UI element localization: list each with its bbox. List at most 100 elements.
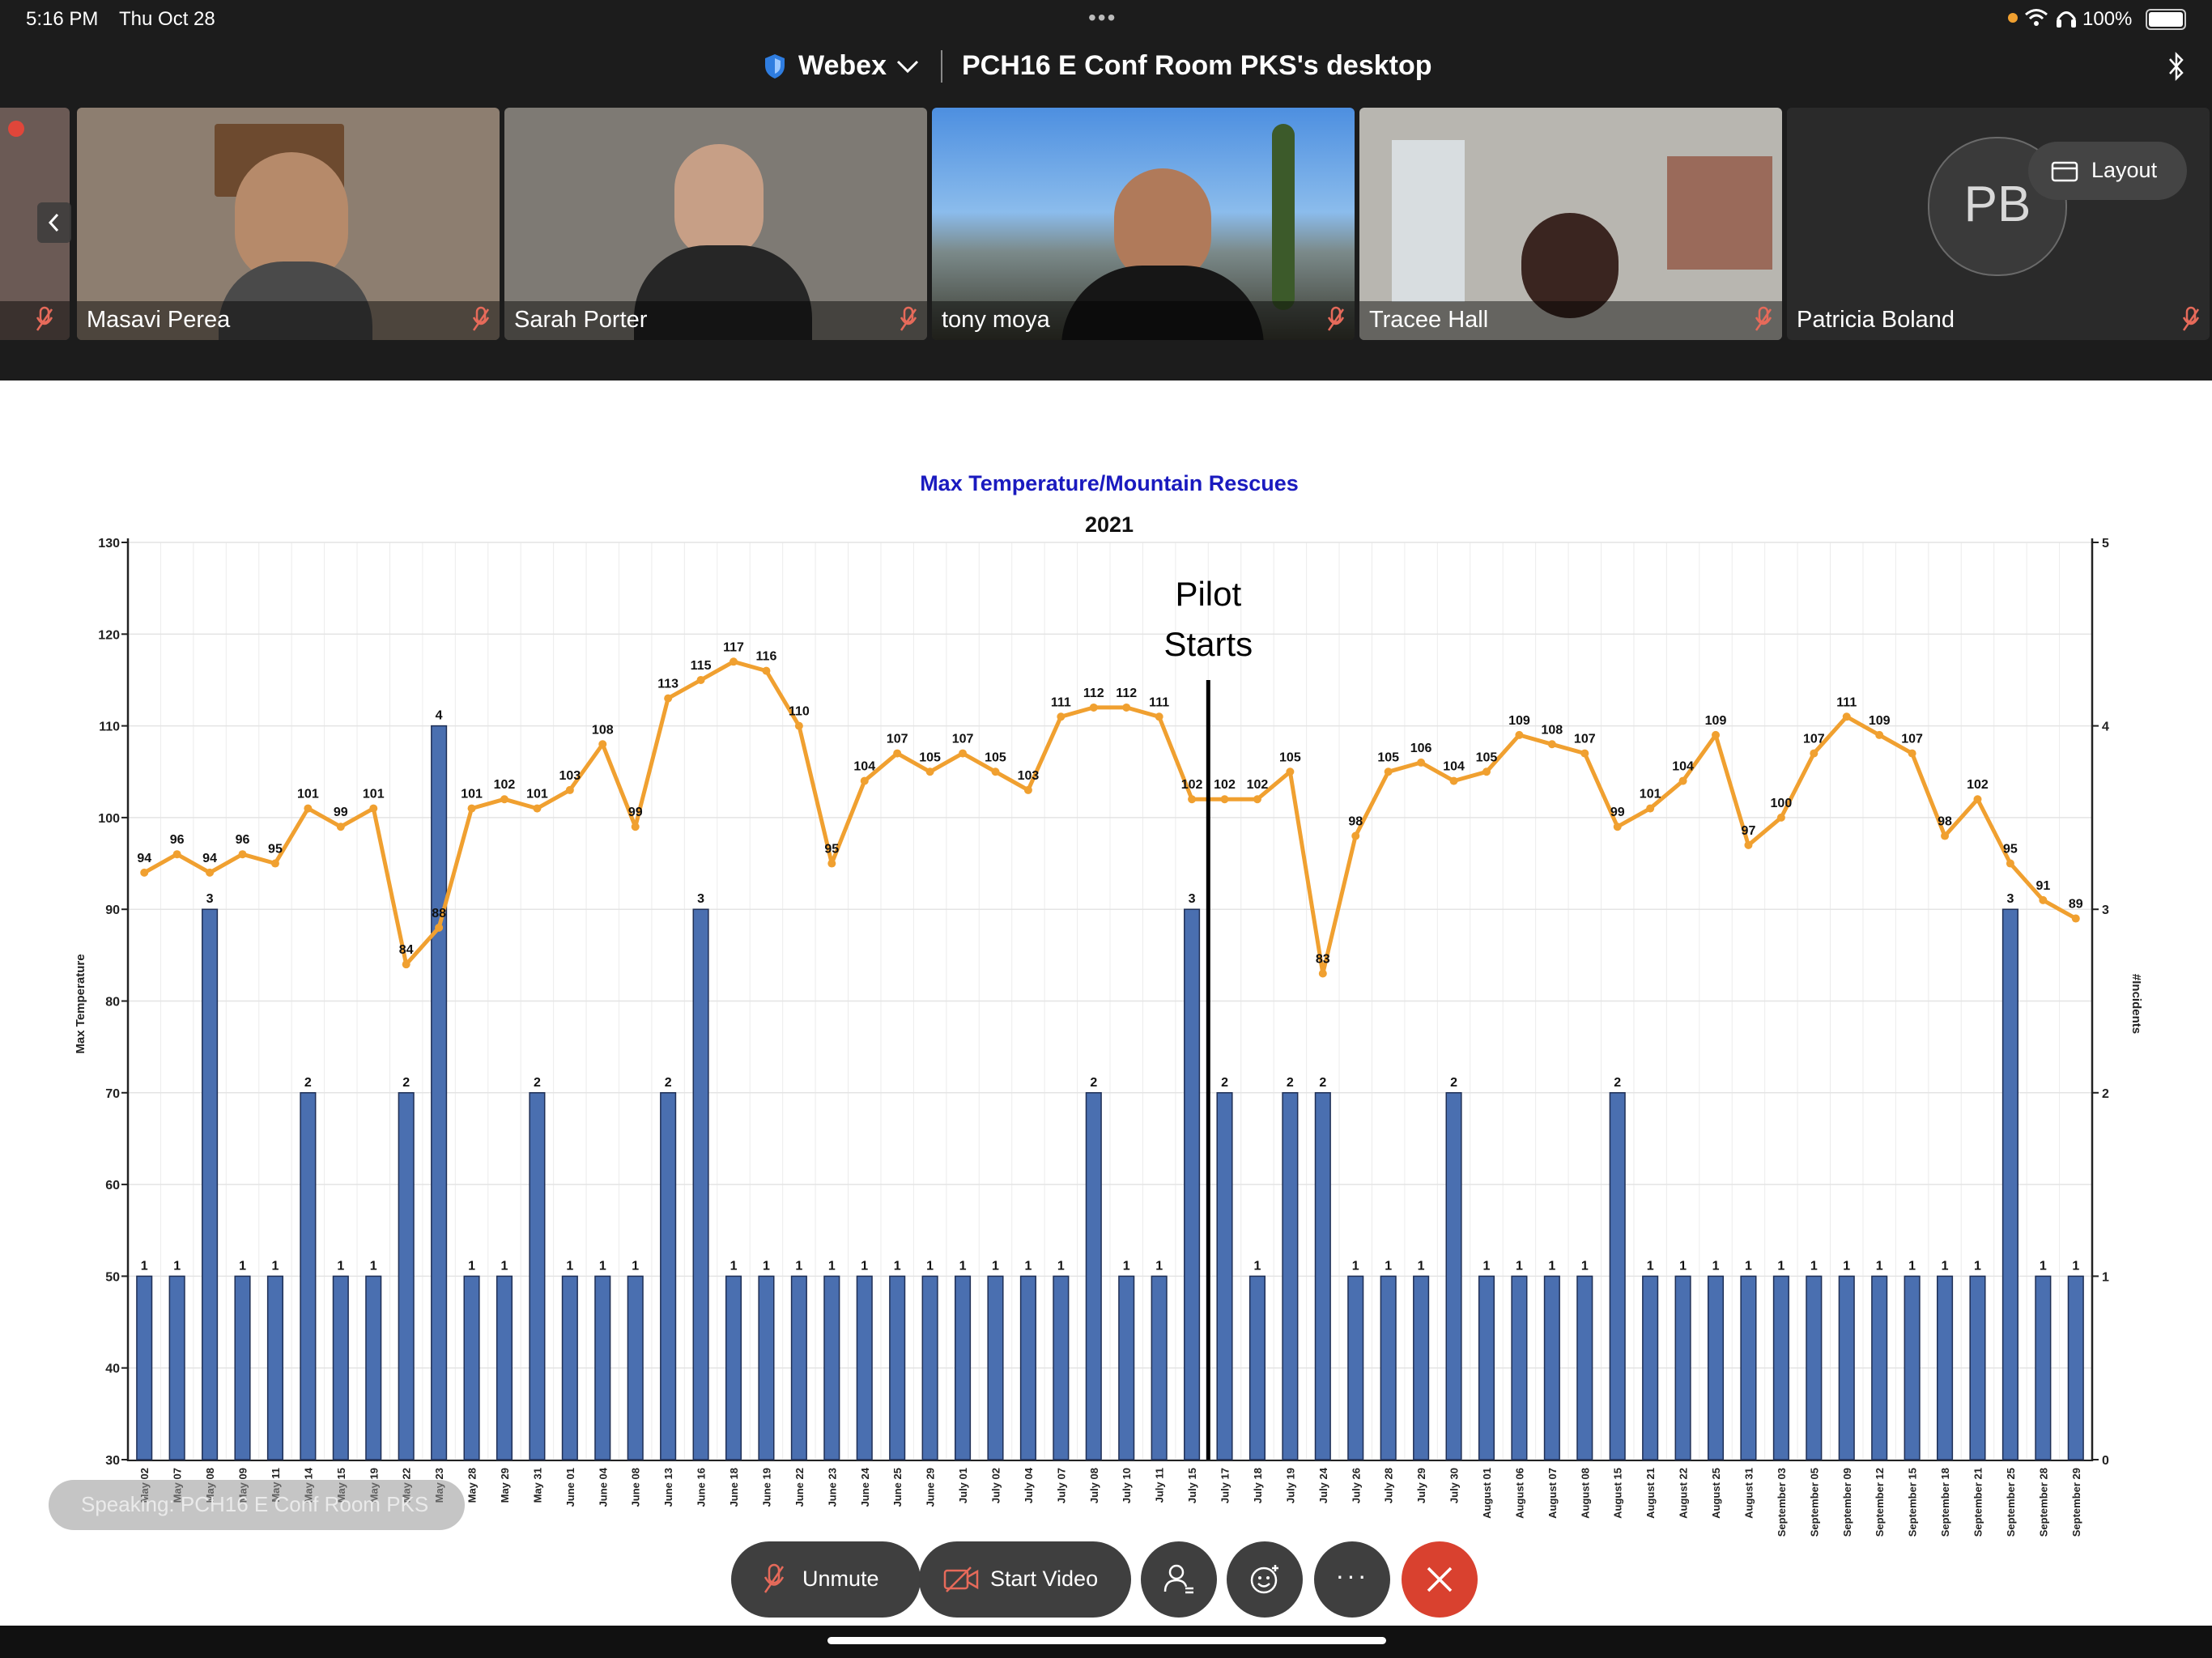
- x-tick-label: July 11: [1154, 1468, 1166, 1503]
- bar: [1642, 1275, 1659, 1460]
- webex-top-bar: 5:16 PM Thu Oct 28 ••• 100% Webex PCH16 …: [0, 0, 2212, 380]
- video-tile-tracee[interactable]: Tracee Hall: [1359, 108, 1782, 340]
- temperature-point: [336, 823, 345, 831]
- temperature-point: [664, 694, 673, 703]
- x-tick-label: June 29: [925, 1468, 937, 1507]
- x-tick-label: August 06: [1513, 1468, 1525, 1519]
- bar: [1053, 1275, 1070, 1460]
- x-tick-label: July 01: [957, 1468, 969, 1503]
- bluetooth-icon[interactable]: [2167, 50, 2186, 83]
- meeting-title: PCH16 E Conf Room PKS's desktop: [962, 50, 1432, 81]
- unmute-label: Unmute: [802, 1567, 879, 1591]
- x-tick-label: August 31: [1742, 1468, 1755, 1519]
- bar-value-label: 1: [926, 1259, 934, 1273]
- more-dots-icon[interactable]: •••: [1088, 5, 1117, 30]
- bar: [1806, 1275, 1823, 1460]
- temperature-value-label: 101: [297, 788, 319, 801]
- bar: [1576, 1275, 1593, 1460]
- layout-button[interactable]: Layout: [2028, 142, 2187, 200]
- bar: [921, 1275, 938, 1460]
- bar: [2067, 1275, 2084, 1460]
- x-tick-label: July 18: [1252, 1468, 1264, 1503]
- start-video-button[interactable]: Start Video: [919, 1541, 1131, 1618]
- bar: [1937, 1275, 1954, 1460]
- x-tick-label: June 01: [564, 1468, 576, 1507]
- emoji-icon: [1250, 1565, 1278, 1594]
- bar: [1904, 1275, 1921, 1460]
- temperature-point: [631, 823, 640, 831]
- muted-mic-icon: [36, 306, 53, 331]
- temperature-point: [1253, 795, 1261, 804]
- video-tile-masavi[interactable]: Masavi Perea: [77, 108, 500, 340]
- headphones-icon: [2057, 11, 2076, 28]
- bar-value-label: 1: [173, 1259, 181, 1273]
- temperature-point: [1057, 712, 1066, 721]
- x-tick-label: September 25: [2005, 1468, 2017, 1537]
- x-tick-label: September 29: [2070, 1468, 2082, 1537]
- bar: [660, 1092, 677, 1460]
- temperature-value-label: 107: [887, 733, 908, 746]
- x-tick-label: September 03: [1776, 1468, 1788, 1537]
- temperature-value-label: 94: [202, 852, 217, 865]
- temperature-value-label: 117: [723, 640, 744, 654]
- bar-value-label: 1: [861, 1259, 868, 1273]
- temperature-value-label: 116: [756, 650, 777, 664]
- bar-value-label: 1: [1942, 1259, 1949, 1273]
- temperature-value-label: 99: [334, 806, 348, 819]
- video-tile-patricia[interactable]: PB Layout Patricia Boland: [1787, 108, 2210, 340]
- temperature-value-label: 101: [1640, 788, 1661, 801]
- x-tick-label: July 28: [1383, 1468, 1395, 1503]
- more-options-button[interactable]: ···: [1314, 1541, 1390, 1618]
- bar-value-label: 2: [1090, 1076, 1097, 1090]
- x-tick-label: July 15: [1186, 1468, 1198, 1503]
- scroll-left-button[interactable]: [37, 202, 71, 243]
- home-indicator[interactable]: [827, 1637, 1386, 1644]
- temperature-point: [1712, 730, 1721, 739]
- chevron-down-icon[interactable]: [895, 58, 920, 74]
- bar: [529, 1092, 546, 1460]
- x-tick-label: September 12: [1874, 1468, 1886, 1537]
- temperature-point: [1678, 776, 1687, 785]
- participant-name: Masavi Perea: [87, 307, 231, 333]
- unmute-button[interactable]: Unmute: [731, 1541, 921, 1618]
- x-tick-label: June 18: [728, 1468, 740, 1507]
- temperature-point: [206, 868, 215, 877]
- video-tile-sarah[interactable]: Sarah Porter: [504, 108, 927, 340]
- temperature-value-label: 84: [399, 943, 414, 957]
- participants-button[interactable]: [1141, 1541, 1217, 1618]
- temperature-point: [140, 868, 149, 877]
- bar-value-label: 3: [697, 892, 704, 906]
- bottom-bar: [0, 1626, 2212, 1658]
- y-left-tick-label: 130: [98, 537, 120, 551]
- meeting-title-row: Webex PCH16 E Conf Room PKS's desktop: [0, 47, 2212, 96]
- temperature-value-label: 98: [1938, 815, 1952, 829]
- x-tick-label: August 15: [1612, 1468, 1624, 1519]
- bar: [889, 1275, 906, 1460]
- muted-mic-icon: [1755, 306, 1772, 331]
- reactions-button[interactable]: [1227, 1541, 1303, 1618]
- x-tick-label: June 25: [891, 1468, 904, 1507]
- temperature-point: [1973, 795, 1982, 804]
- video-tile-tony[interactable]: tony moya: [932, 108, 1355, 340]
- app-name-dropdown[interactable]: Webex: [798, 50, 887, 81]
- temperature-point: [270, 859, 279, 868]
- bar: [266, 1275, 283, 1460]
- temperature-point: [238, 850, 247, 859]
- bar: [987, 1275, 1004, 1460]
- bar-value-label: 3: [2006, 892, 2014, 906]
- bar: [594, 1275, 611, 1460]
- bar-value-label: 1: [1581, 1259, 1589, 1273]
- bar-value-label: 1: [795, 1259, 802, 1273]
- bar: [725, 1275, 742, 1460]
- pilot-annotation-line2: Starts: [1163, 625, 1253, 663]
- bar: [300, 1092, 317, 1460]
- temperature-point: [1744, 840, 1753, 849]
- layout-icon: [2051, 161, 2078, 182]
- temperature-point: [696, 675, 705, 684]
- temperature-point: [1449, 776, 1458, 785]
- bar-value-label: 1: [1483, 1259, 1491, 1273]
- x-tick-label: May 28: [466, 1468, 479, 1503]
- end-call-button[interactable]: [1402, 1541, 1478, 1618]
- cactus-decoration: [1272, 124, 1295, 310]
- close-icon: [1427, 1567, 1453, 1592]
